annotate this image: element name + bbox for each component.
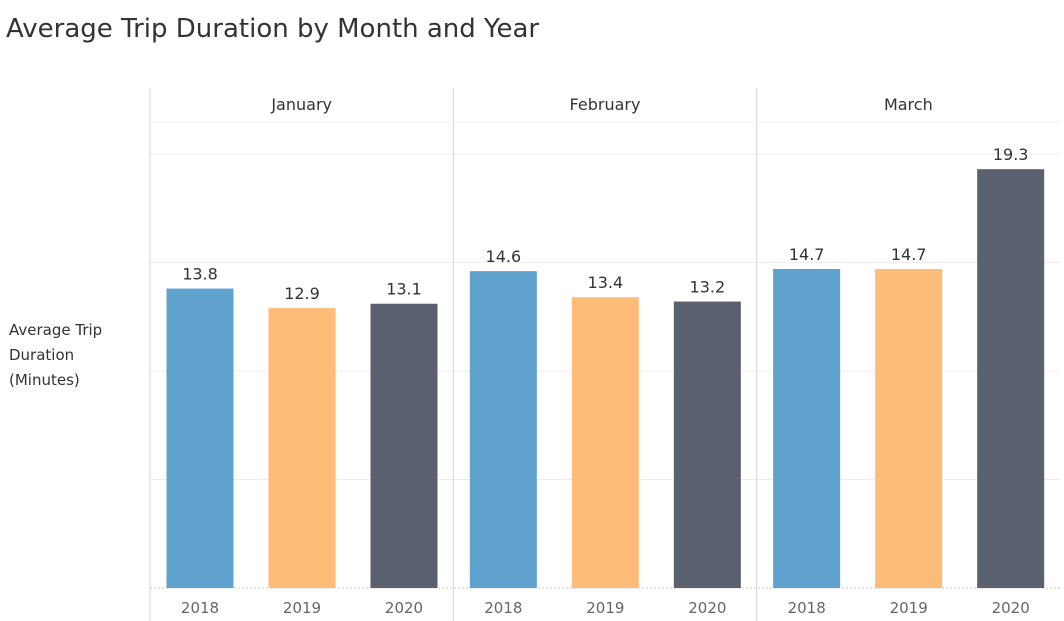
year-tick-label: 2018 [181, 599, 219, 617]
bar-february-2019[interactable] [571, 297, 639, 588]
bar-january-2018[interactable] [166, 288, 234, 588]
year-tick-label: 2018 [788, 599, 826, 617]
value-label-march-2020: 19.3 [993, 145, 1029, 164]
year-tick-label: 2020 [385, 599, 423, 617]
year-tick-label: 2020 [992, 599, 1030, 617]
year-tick-label: 2019 [890, 599, 928, 617]
value-label-january-2020: 13.1 [386, 280, 422, 299]
bar-march-2019[interactable] [875, 269, 943, 588]
month-label-january: January [270, 95, 332, 114]
value-label-february-2018: 14.6 [486, 247, 522, 266]
bar-january-2019[interactable] [268, 308, 336, 588]
bar-march-2020[interactable] [977, 169, 1045, 588]
panels: January February March [149, 88, 1060, 621]
year-tick-label: 2019 [283, 599, 321, 617]
bars: 13.8 2018 12.9 2019 13.1 2020 14.6 2018 13.4 2019… [166, 145, 1045, 617]
bar-february-2020[interactable] [673, 301, 741, 588]
year-tick-label: 2020 [688, 599, 726, 617]
value-label-march-2018: 14.7 [789, 245, 825, 264]
value-label-february-2020: 13.2 [690, 278, 726, 297]
value-label-march-2019: 14.7 [891, 245, 927, 264]
y-axis-title: Average Trip Duration (Minutes) [9, 321, 103, 389]
bar-february-2018[interactable] [469, 271, 537, 588]
month-label-february: February [570, 95, 641, 114]
year-tick-label: 2019 [586, 599, 624, 617]
bar-january-2020[interactable] [370, 303, 438, 588]
value-label-february-2019: 13.4 [588, 273, 624, 292]
value-label-january-2019: 12.9 [284, 284, 320, 303]
month-label-march: March [884, 95, 933, 114]
bar-march-2018[interactable] [773, 269, 841, 588]
year-tick-label: 2018 [484, 599, 522, 617]
value-label-january-2018: 13.8 [182, 265, 218, 284]
chart-title: Average Trip Duration by Month and Year [6, 14, 540, 44]
